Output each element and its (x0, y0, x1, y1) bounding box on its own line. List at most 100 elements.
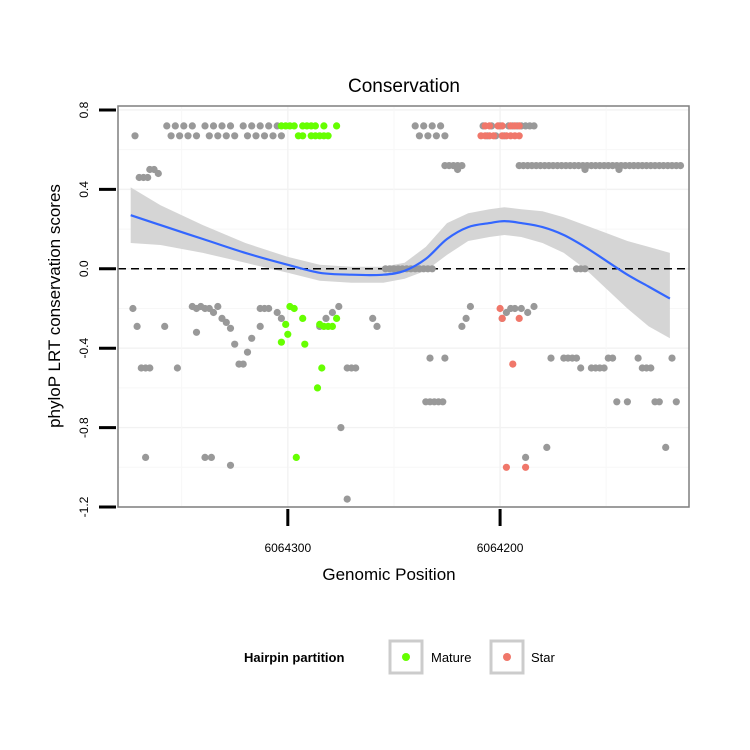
data-point-mature (301, 340, 309, 348)
data-point-other (192, 328, 201, 336)
x-axis: 6064300 6064200 (264, 509, 524, 555)
data-point-other (609, 354, 617, 362)
legend-dot-star (503, 653, 511, 661)
data-point-other (524, 308, 532, 317)
y-tick-label: 0.4 (77, 181, 91, 198)
data-point-star (502, 463, 510, 471)
data-point-other (222, 318, 230, 326)
legend: Hairpin partition Mature Star (244, 639, 556, 675)
data-point-other (530, 302, 538, 311)
data-point-mature (311, 122, 319, 130)
y-tick-label: -0.8 (77, 417, 91, 438)
data-point-other (256, 122, 264, 130)
legend-title: Hairpin partition (244, 650, 344, 665)
data-point-mature (299, 314, 307, 322)
y-axis: -1.2 -0.8 -0.4 0.0 0.4 0.8 (77, 101, 116, 517)
data-point-mature (318, 364, 326, 372)
series-mature (277, 122, 341, 461)
data-point-other (530, 122, 538, 130)
data-point-star (485, 122, 494, 130)
data-point-other (144, 173, 152, 182)
data-point-other (415, 132, 423, 140)
data-point-other (226, 324, 235, 332)
data-point-mature (324, 132, 332, 140)
data-point-other (131, 132, 139, 140)
data-point-mature (290, 122, 298, 130)
grid-lines (118, 106, 689, 508)
data-point-other (335, 302, 343, 311)
y-tick-label: -0.4 (77, 338, 91, 359)
data-point-other (462, 314, 470, 322)
data-point-other (256, 322, 264, 330)
x-tick-label: 6064300 (264, 541, 311, 555)
data-point-other (424, 132, 432, 140)
data-point-other (337, 424, 345, 432)
data-point-other (668, 354, 676, 362)
data-point-other (273, 308, 281, 317)
data-point-other (239, 360, 247, 368)
data-point-other (428, 265, 436, 273)
data-point-other (222, 132, 230, 140)
smooth-line (130, 214, 671, 300)
data-point-star (498, 122, 506, 130)
data-points (129, 122, 685, 503)
data-point-other (373, 322, 381, 330)
data-point-other (231, 132, 239, 140)
data-point-other (133, 322, 141, 330)
series-other (129, 122, 685, 503)
data-point-other (142, 453, 150, 461)
data-point-star (490, 132, 498, 140)
data-point-other (201, 453, 209, 461)
data-point-other (269, 132, 277, 140)
data-point-other (163, 122, 171, 130)
data-point-other (623, 398, 632, 406)
data-point-other (214, 302, 222, 311)
data-point-other (420, 122, 428, 130)
plot-border (117, 105, 690, 508)
data-point-other (201, 122, 209, 130)
data-point-other (243, 132, 252, 140)
data-point-other (176, 132, 184, 140)
data-point-other (572, 354, 581, 362)
data-point-other (146, 364, 154, 372)
data-point-other (192, 132, 201, 140)
data-point-mature (320, 122, 328, 130)
data-point-other (655, 398, 663, 406)
data-point-other (428, 122, 436, 130)
data-point-mature (333, 122, 341, 130)
data-point-other (369, 314, 377, 322)
data-point-other (218, 122, 226, 130)
data-point-other (458, 322, 466, 330)
data-point-other (426, 354, 434, 362)
data-point-other (437, 122, 445, 130)
data-point-other (171, 122, 179, 130)
data-point-mature (333, 314, 341, 322)
data-point-other (547, 354, 555, 362)
data-point-mature (313, 384, 322, 392)
data-point-other (129, 304, 137, 313)
data-point-other (517, 304, 525, 313)
data-point-other (634, 354, 642, 362)
data-point-other (343, 495, 351, 503)
data-point-other (277, 314, 285, 322)
data-point-mature (284, 330, 292, 338)
data-point-other (226, 461, 235, 469)
data-point-star (498, 314, 506, 322)
data-point-other (647, 364, 655, 372)
data-point-other (466, 302, 474, 311)
data-point-mature (290, 304, 298, 313)
y-axis-title: phyloP LRT conservation scores (45, 184, 64, 428)
data-point-other (543, 443, 551, 451)
data-point-other (248, 334, 256, 342)
data-point-other (511, 304, 519, 313)
data-point-other (615, 165, 623, 174)
data-point-other (662, 443, 670, 451)
legend-dot-mature (402, 653, 410, 661)
legend-key-star (489, 639, 525, 675)
data-point-other (277, 132, 285, 140)
data-point-other (613, 398, 621, 406)
data-point-other (209, 308, 218, 317)
data-point-other (239, 122, 247, 130)
chart-title: Conservation (348, 76, 460, 97)
data-point-other (439, 398, 447, 406)
